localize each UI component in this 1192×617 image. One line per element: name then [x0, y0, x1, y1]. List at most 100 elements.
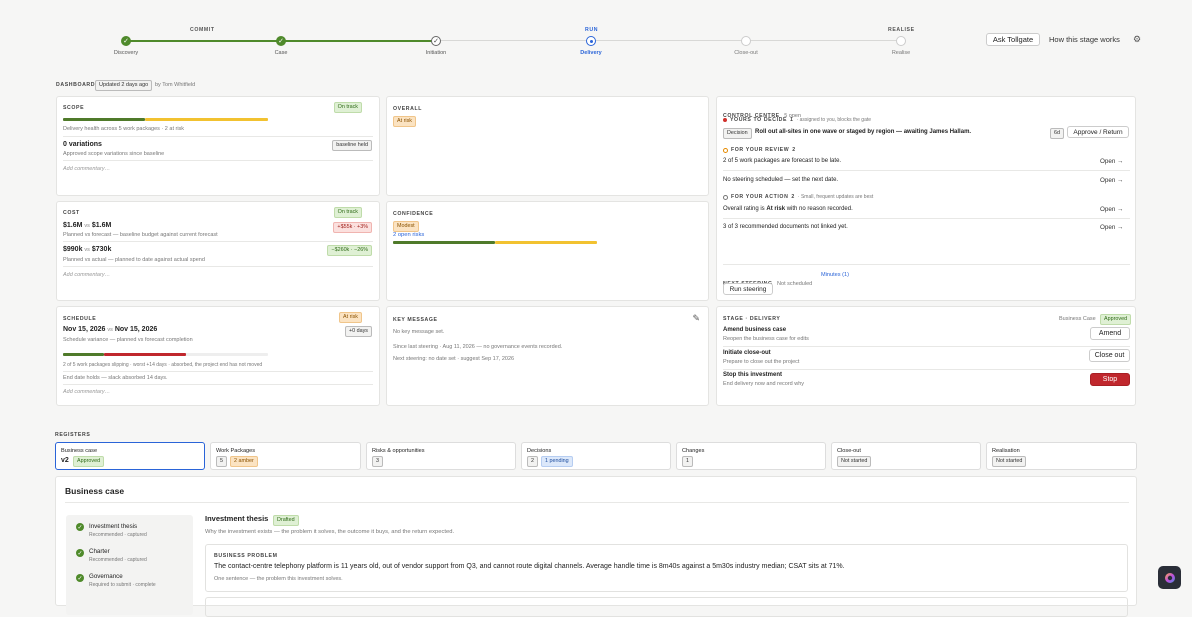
register-tab-title: Business case: [61, 448, 98, 454]
confidence-status-badge: Modest: [393, 221, 419, 232]
section-title[interactable]: Governance: [89, 573, 123, 580]
check-icon: ✓: [76, 574, 84, 582]
register-tab-main: 1: [682, 456, 693, 467]
approve-return-button[interactable]: Approve / Return: [1067, 126, 1129, 138]
check-icon[interactable]: ✓: [431, 36, 441, 46]
action-item-text: 3 of 3 recommended documents not linked …: [723, 224, 848, 230]
business-case-title: Business case: [65, 486, 125, 496]
schedule-end-date: End date holds — slack absorbed 14 days.: [63, 375, 168, 381]
stop-sub: End delivery now and record why: [723, 381, 805, 387]
action-item-pre: Overall rating is: [723, 206, 765, 212]
schedule-dates-compare: Nov 15, 2026: [114, 326, 158, 333]
business-case-panel: Business case ✓ Investment thesis Recomm…: [55, 476, 1137, 617]
register-tab-main: 2: [527, 456, 538, 467]
step-close-out[interactable]: Close-out: [734, 50, 758, 56]
scope-health-text: Delivery health across 5 work packages ·…: [63, 126, 185, 132]
schedule-sub: Schedule variance — planned vs forecast …: [63, 337, 193, 343]
schedule-dates-vs: vs: [107, 327, 113, 333]
register-tab-changes[interactable]: Changes 1: [676, 442, 826, 470]
action-open-link[interactable]: Open →: [1100, 206, 1124, 213]
overall-title: OVERALL: [393, 106, 422, 112]
step-case[interactable]: Case: [274, 50, 288, 56]
amend-sub: Reopen the business case for edits: [723, 336, 809, 342]
register-tab-close-out[interactable]: Close-out Not started: [831, 442, 981, 470]
cost-forecast-main: $1.6M: [63, 222, 83, 229]
register-tab-risks[interactable]: Risks & opportunities 3: [366, 442, 516, 470]
cost-forecast-compare: $1.6M: [91, 222, 112, 229]
register-tab-title: Work Packages: [216, 448, 256, 454]
control-centre-header: CONTROL CENTRE 5 open: [723, 104, 801, 122]
schedule-status-badge: At risk: [339, 312, 362, 323]
register-tab-title: Changes: [682, 448, 705, 454]
check-icon: ✓: [76, 523, 84, 531]
cost-actual-main: $990k: [63, 246, 83, 253]
pending-step-icon[interactable]: [741, 36, 751, 46]
check-icon: ✓: [76, 549, 84, 557]
step-discovery[interactable]: Discovery: [113, 50, 139, 56]
schedule-bar-green: [63, 353, 104, 356]
register-tab-title: Close-out: [837, 448, 861, 454]
open-risks-link[interactable]: 2 open risks: [393, 232, 425, 238]
minutes-link[interactable]: Minutes (1): [821, 272, 849, 278]
register-tab-realisation[interactable]: Realisation Not started: [986, 442, 1137, 470]
pending-step-icon[interactable]: [896, 36, 906, 46]
stop-button[interactable]: Stop: [1090, 373, 1130, 386]
problem-text: The contact-centre telephony platform is…: [214, 563, 845, 570]
close-out-sub: Prepare to close out the project: [723, 359, 800, 365]
key-message-next: Next steering: no date set · suggest Sep…: [393, 356, 515, 362]
section-sub: Required to submit · complete: [89, 582, 156, 588]
scope-bar-green: [63, 118, 145, 121]
register-tab-work-packages[interactable]: Work Packages 5 2 amber: [210, 442, 361, 470]
registers-label: REGISTERS: [55, 432, 91, 438]
section-title[interactable]: Investment thesis: [89, 523, 138, 530]
step-initiation[interactable]: Initiation: [425, 50, 447, 56]
action-note: · Small, frequent updates are best: [797, 194, 874, 200]
scope-status-badge: On track: [333, 102, 362, 113]
schedule-commentary-input[interactable]: Add commentary…: [63, 389, 111, 395]
confidence-bar-amber: [495, 241, 597, 244]
section-sub: Recommended · captured: [89, 557, 147, 563]
edit-icon[interactable]: ✎: [692, 313, 700, 323]
action-open-link[interactable]: Open →: [1100, 224, 1124, 231]
cost-forecast-vs: vs: [84, 223, 90, 229]
ask-tollgate-button[interactable]: Ask Tollgate: [986, 33, 1040, 46]
review-header: FOR YOUR REVIEW 2: [723, 147, 796, 153]
scope-commentary-input[interactable]: Add commentary…: [63, 166, 111, 172]
current-step-icon[interactable]: [586, 36, 596, 46]
how-stage-works-link[interactable]: How this stage works: [1049, 35, 1120, 44]
register-tab-badge: Approved: [73, 456, 105, 467]
decision-age: 6d: [1050, 128, 1064, 139]
run-steering-button[interactable]: Run steering: [723, 283, 773, 295]
register-tab-badge: 1 pending: [541, 456, 573, 467]
problem-box[interactable]: BUSINESS PROBLEM The contact-centre tele…: [205, 544, 1128, 592]
decide-count: 1: [790, 117, 794, 123]
decision-tag: Decision: [723, 128, 752, 139]
stage-title: STAGE · DELIVERY: [723, 316, 781, 322]
decision-text-row[interactable]: Roll out all-sites in one wave or staged…: [755, 129, 971, 135]
gear-icon[interactable]: ⚙: [1133, 34, 1142, 44]
step-delivery[interactable]: Delivery: [580, 50, 602, 56]
gray-ring-icon: [723, 194, 728, 200]
review-open-link[interactable]: Open →: [1100, 177, 1124, 184]
register-tab-business-case[interactable]: Business case v2 Approved: [55, 442, 205, 470]
scope-title: SCOPE: [63, 105, 85, 111]
schedule-days-badge: +0 days: [344, 326, 372, 337]
section-title[interactable]: Charter: [89, 548, 110, 555]
register-tab-decisions[interactable]: Decisions 2 1 pending: [521, 442, 671, 470]
check-icon[interactable]: ✓: [121, 36, 131, 46]
step-realise[interactable]: Realise: [891, 50, 911, 56]
assistant-launcher-button[interactable]: [1158, 566, 1181, 589]
cost-card: COST On track $1.6M vs $1.6M +$55k · +3%…: [56, 201, 380, 301]
next-section-box[interactable]: [205, 597, 1128, 617]
amber-ring-icon: [723, 147, 728, 153]
check-icon[interactable]: ✓: [276, 36, 286, 46]
thesis-sub: Why the investment exists — the problem …: [205, 529, 455, 535]
close-out-button[interactable]: Close out: [1089, 349, 1130, 362]
register-tab-main: v2: [61, 457, 69, 464]
cost-commentary-input[interactable]: Add commentary…: [63, 272, 111, 278]
thesis-badge: Drafted: [273, 515, 299, 526]
cost-actual-vs: vs: [84, 247, 90, 253]
review-open-link[interactable]: Open →: [1100, 158, 1124, 165]
amend-button[interactable]: Amend: [1090, 327, 1130, 340]
scope-card: SCOPE On track Delivery health across 5 …: [56, 96, 380, 196]
